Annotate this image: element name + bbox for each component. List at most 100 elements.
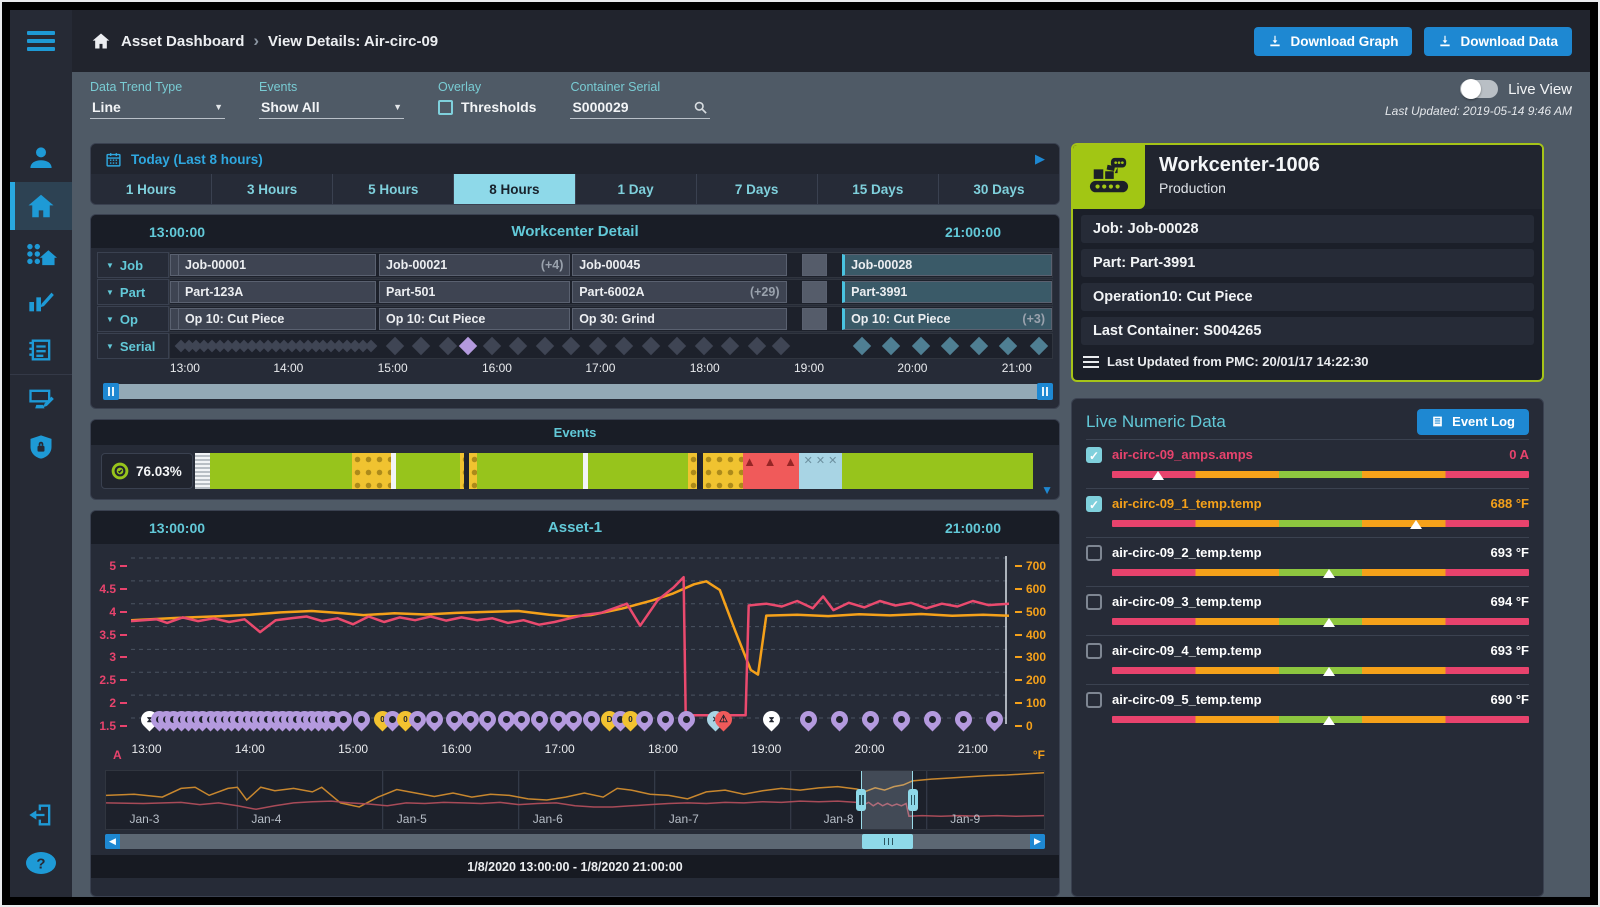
- gantt-segment[interactable]: [802, 281, 827, 303]
- menu-button[interactable]: [10, 10, 72, 72]
- data-trend-type-select[interactable]: Line▼: [90, 97, 225, 119]
- serial-diamond[interactable]: [536, 337, 554, 355]
- event-segment-green[interactable]: [210, 453, 352, 489]
- event-segment-green[interactable]: [477, 453, 583, 489]
- event-segment-green[interactable]: [588, 453, 689, 489]
- event-segment-green[interactable]: [842, 453, 1033, 489]
- gantt-segment[interactable]: Part-501: [379, 281, 570, 303]
- list-icon[interactable]: [1083, 353, 1099, 371]
- tab-3-hours[interactable]: 3 Hours: [212, 174, 333, 204]
- scroll-left-arrow[interactable]: ◀: [105, 834, 120, 849]
- download-data-button[interactable]: Download Data: [1424, 27, 1572, 56]
- serial-diamond[interactable]: [365, 340, 378, 353]
- gantt-segment[interactable]: Job-00028: [842, 254, 1052, 276]
- gantt-segment[interactable]: Job-00021(+4): [379, 254, 570, 276]
- container-serial-input[interactable]: S000029: [570, 97, 710, 119]
- serial-diamond[interactable]: [615, 337, 633, 355]
- series-checkbox[interactable]: [1086, 643, 1102, 659]
- event-segment-green[interactable]: [396, 453, 460, 489]
- gantt-segment[interactable]: Job-00001: [178, 254, 376, 276]
- serial-diamond[interactable]: [882, 337, 900, 355]
- event-segment-yellow[interactable]: [703, 453, 743, 489]
- sidebar-item-reports[interactable]: [10, 278, 72, 326]
- serial-diamond[interactable]: [940, 337, 958, 355]
- gantt-range-slider[interactable]: [111, 384, 1045, 399]
- serial-diamond[interactable]: [772, 337, 790, 355]
- serial-diamond[interactable]: [641, 337, 659, 355]
- sidebar-item-security[interactable]: [10, 423, 72, 471]
- tab-1-hours[interactable]: 1 Hours: [91, 174, 212, 204]
- series-checkbox[interactable]: [1086, 447, 1102, 463]
- sidebar-item-data-entry[interactable]: [10, 375, 72, 423]
- events-select[interactable]: Show All▼: [259, 97, 404, 119]
- serial-diamond[interactable]: [721, 337, 739, 355]
- event-segment-yellow[interactable]: [688, 453, 696, 489]
- tab-30-days[interactable]: 30 Days: [939, 174, 1059, 204]
- serial-diamond[interactable]: [439, 337, 457, 355]
- tab-5-hours[interactable]: 5 Hours: [333, 174, 454, 204]
- event-pin-red[interactable]: ⚠: [711, 707, 735, 731]
- serial-diamond[interactable]: [1030, 337, 1048, 355]
- download-graph-button[interactable]: Download Graph: [1254, 27, 1412, 56]
- serial-diamond[interactable]: [509, 337, 527, 355]
- sidebar-item-logbook[interactable]: [10, 326, 72, 374]
- gantt-segment[interactable]: Job-00045: [572, 254, 786, 276]
- event-segment-yellow[interactable]: [352, 453, 391, 489]
- series-checkbox[interactable]: [1086, 496, 1102, 512]
- events-expand-arrow[interactable]: ▼: [1041, 483, 1053, 497]
- serial-diamond[interactable]: [694, 337, 712, 355]
- gantt-row-label[interactable]: ▼Serial: [97, 333, 169, 359]
- serial-diamond[interactable]: [589, 337, 607, 355]
- gantt-row-label[interactable]: ▼Job: [97, 252, 169, 278]
- sidebar-item-help[interactable]: ?: [10, 839, 72, 887]
- event-segment-lightblue[interactable]: [799, 453, 842, 489]
- main-chart-plot[interactable]: ⧗00D0✕⚠⧗: [131, 552, 1009, 742]
- serial-diamond[interactable]: [386, 337, 404, 355]
- minimap-selection[interactable]: [861, 771, 913, 829]
- gantt-segment[interactable]: Op 10: Cut Piece: [379, 308, 570, 330]
- slider-right-handle[interactable]: [1037, 383, 1053, 400]
- date-range-title[interactable]: Today (Last 8 hours): [131, 152, 263, 167]
- sidebar-item-workcenters[interactable]: [10, 230, 72, 278]
- gantt-row-label[interactable]: ▼Part: [97, 279, 169, 305]
- minimap-right-handle[interactable]: [908, 789, 918, 811]
- gantt-segment[interactable]: Op 10: Cut Piece(+3): [842, 308, 1052, 330]
- gantt-segment[interactable]: Part-6002A(+29): [572, 281, 786, 303]
- event-segment-stripe[interactable]: [195, 453, 210, 489]
- serial-diamond[interactable]: [911, 337, 929, 355]
- sidebar-item-asset-dashboard[interactable]: [10, 182, 72, 230]
- series-checkbox[interactable]: [1086, 545, 1102, 561]
- minimap-scrollbar[interactable]: ◀ ▶: [105, 834, 1045, 849]
- serial-diamond[interactable]: [747, 337, 765, 355]
- gantt-segment[interactable]: Part-3991: [842, 281, 1052, 303]
- search-icon[interactable]: [693, 100, 708, 115]
- scroll-right-arrow[interactable]: ▶: [1030, 834, 1045, 849]
- gantt-segment[interactable]: [802, 254, 827, 276]
- sidebar-item-logout[interactable]: [10, 791, 72, 839]
- serial-diamond[interactable]: [668, 337, 686, 355]
- serial-diamond[interactable]: [970, 337, 988, 355]
- tab-15-days[interactable]: 15 Days: [818, 174, 939, 204]
- series-checkbox[interactable]: [1086, 594, 1102, 610]
- tab-7-days[interactable]: 7 Days: [697, 174, 818, 204]
- series-checkbox[interactable]: [1086, 692, 1102, 708]
- scrollbar-thumb[interactable]: [862, 834, 914, 849]
- gantt-segment[interactable]: Op 30: Grind: [572, 308, 786, 330]
- tab-1-day[interactable]: 1 Day: [576, 174, 697, 204]
- serial-diamond[interactable]: [459, 337, 477, 355]
- minimap-left-handle[interactable]: [856, 789, 866, 811]
- serial-diamond[interactable]: [483, 337, 501, 355]
- history-minimap[interactable]: Jan-3Jan-4Jan-5Jan-6Jan-7Jan-8Jan-9: [105, 770, 1045, 830]
- gantt-segment[interactable]: Op 10: Cut Piece: [178, 308, 376, 330]
- gantt-row-label[interactable]: ▼Op: [97, 306, 169, 332]
- gantt-segment[interactable]: [802, 308, 827, 330]
- tab-8-hours[interactable]: 8 Hours: [454, 174, 575, 204]
- breadcrumb-root[interactable]: Asset Dashboard: [121, 33, 244, 50]
- sidebar-item-user[interactable]: [10, 134, 72, 182]
- serial-diamond[interactable]: [999, 337, 1017, 355]
- serial-diamond[interactable]: [412, 337, 430, 355]
- thresholds-checkbox[interactable]: [438, 100, 453, 115]
- breadcrumb-home-icon[interactable]: [90, 31, 112, 51]
- event-segment-yellow[interactable]: [469, 453, 477, 489]
- slider-left-handle[interactable]: [103, 383, 119, 400]
